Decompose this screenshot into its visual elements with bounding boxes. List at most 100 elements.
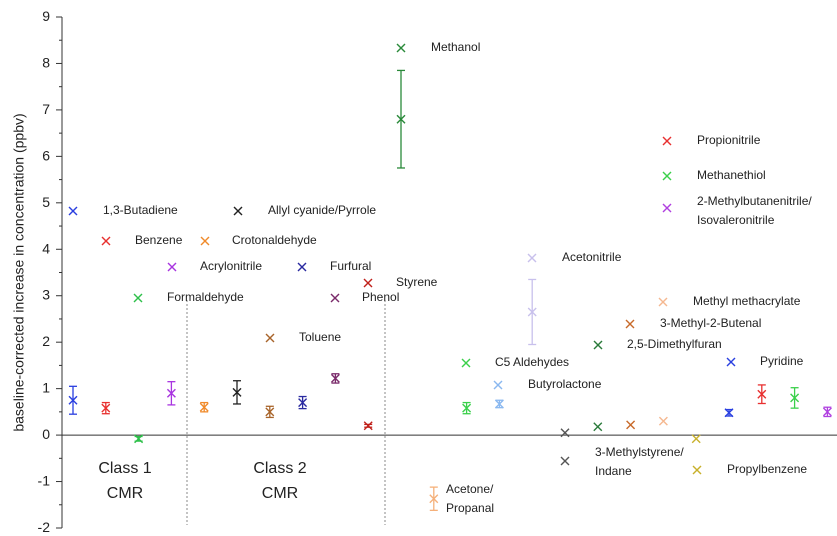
y-tick-label: 3	[42, 286, 50, 302]
legend-label: 2,5-Dimethylfuran	[627, 337, 722, 351]
legend-marker	[233, 206, 243, 216]
legend-marker	[461, 358, 471, 368]
point	[626, 420, 636, 430]
cross-stroke	[724, 408, 734, 418]
legend-label: 1,3-Butadiene	[103, 203, 178, 217]
legend-marker	[101, 236, 111, 246]
point	[166, 388, 176, 398]
legend-label: 3-Methyl-2-Butenal	[660, 316, 761, 330]
legend-marker	[200, 236, 210, 246]
y-axis-label: baseline-corrected increase in concentra…	[11, 113, 27, 431]
cross-stroke	[199, 402, 209, 412]
cross-stroke	[527, 307, 537, 317]
legend-label: Benzene	[135, 233, 183, 247]
class-annotation: Class 2 CMR	[253, 460, 306, 502]
cross-stroke	[757, 389, 767, 399]
legend-marker	[363, 278, 373, 288]
legend-marker	[658, 297, 668, 307]
legend-label: Styrene	[396, 275, 438, 289]
point	[68, 395, 78, 405]
y-tick-label: 1	[42, 379, 50, 395]
cross-stroke	[297, 262, 307, 272]
cross-stroke	[232, 387, 242, 397]
y-tick-label: 5	[42, 194, 50, 210]
cross-stroke	[68, 206, 78, 216]
point	[560, 428, 570, 438]
point	[658, 416, 668, 426]
cross-stroke	[493, 380, 503, 390]
cross-stroke	[429, 494, 439, 504]
legend-label: Propionitrile	[697, 133, 761, 147]
y-tick-label: 2	[42, 333, 50, 349]
legend-label: Phenol	[362, 290, 399, 304]
legend-marker	[560, 456, 570, 466]
point	[101, 403, 111, 413]
cross-stroke	[662, 171, 672, 181]
cross-stroke	[494, 399, 504, 409]
y-tick-label: 7	[42, 101, 50, 117]
point	[396, 114, 406, 124]
cross-stroke	[625, 319, 635, 329]
legend-marker	[167, 262, 177, 272]
point	[462, 403, 472, 413]
legend-marker	[625, 319, 635, 329]
point	[691, 434, 701, 444]
legend-marker	[297, 262, 307, 272]
cross-stroke	[200, 236, 210, 246]
legend-label: Methanol	[431, 40, 480, 54]
cross-stroke	[396, 43, 406, 53]
legend-label: C5 Aldehydes	[495, 355, 569, 369]
point	[790, 393, 800, 403]
y-tick-label: 8	[42, 54, 50, 70]
point	[363, 421, 373, 431]
point	[232, 387, 242, 397]
legend-marker	[662, 203, 672, 213]
legend-marker	[493, 380, 503, 390]
legend-label: 3-Methylstyrene/Indane	[595, 445, 684, 478]
cross-stroke	[658, 297, 668, 307]
point	[199, 402, 209, 412]
legend-marker	[726, 357, 736, 367]
legend-marker	[265, 333, 275, 343]
cross-stroke	[662, 136, 672, 146]
cross-stroke	[626, 420, 636, 430]
cross-stroke	[133, 293, 143, 303]
cross-stroke	[658, 416, 668, 426]
point	[593, 422, 603, 432]
cross-stroke	[101, 403, 111, 413]
cross-stroke	[363, 421, 373, 431]
cross-stroke	[560, 428, 570, 438]
legend-label: Allyl cyanide/Pyrrole	[268, 203, 376, 217]
cross-stroke	[233, 206, 243, 216]
y-tick-label: -1	[38, 472, 51, 488]
cross-stroke	[593, 340, 603, 350]
legend-label: Acrylonitrile	[200, 259, 262, 273]
cross-stroke	[790, 393, 800, 403]
cross-stroke	[527, 253, 537, 263]
cross-stroke	[265, 333, 275, 343]
cross-stroke	[462, 403, 472, 413]
legend-label: Toluene	[299, 330, 341, 344]
cross-stroke	[68, 395, 78, 405]
cross-stroke	[560, 456, 570, 466]
legend-marker	[133, 293, 143, 303]
cross-stroke	[593, 422, 603, 432]
point	[330, 373, 340, 383]
cross-stroke	[101, 236, 111, 246]
legend-marker	[68, 206, 78, 216]
cross-stroke	[330, 373, 340, 383]
cross-stroke	[265, 407, 275, 417]
cross-stroke	[166, 388, 176, 398]
cross-stroke	[134, 434, 144, 444]
y-tick-label: 4	[42, 240, 50, 256]
cross-stroke	[396, 114, 406, 124]
point	[822, 407, 832, 417]
cross-stroke	[330, 293, 340, 303]
cross-stroke	[822, 407, 832, 417]
legend-label: Butyrolactone	[528, 377, 602, 391]
point	[265, 407, 275, 417]
legend-label: Acetonitrile	[562, 250, 622, 264]
cross-stroke	[363, 278, 373, 288]
cross-stroke	[691, 434, 701, 444]
